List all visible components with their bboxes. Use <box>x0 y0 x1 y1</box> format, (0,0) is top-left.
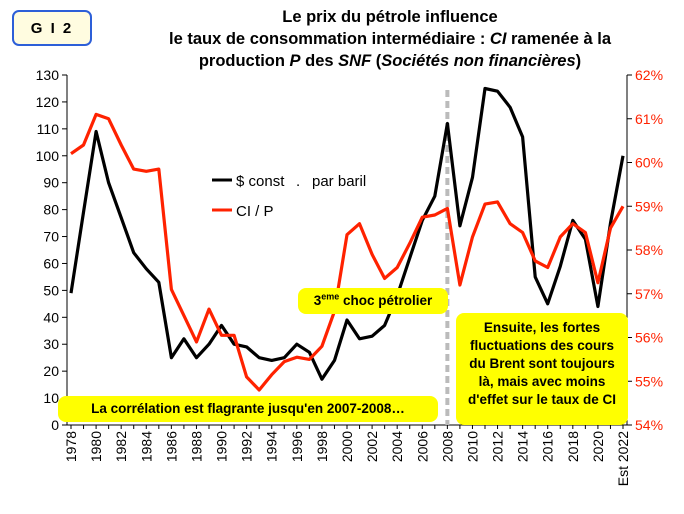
x-tick-label: 1992 <box>239 431 255 462</box>
title-line-1: Le prix du pétrole influence <box>282 8 498 26</box>
legend-label-oil-dot: . <box>296 173 300 190</box>
shock-superscript: eme <box>321 291 340 302</box>
right-tick-label: 59% <box>635 198 663 214</box>
chart-title: Le prix du pétrole influence le taux de … <box>110 6 670 72</box>
x-tick-label: 2010 <box>464 431 480 462</box>
title-p: P <box>289 52 301 70</box>
left-tick-label: 40 <box>43 309 59 325</box>
x-tick-label: 2020 <box>590 431 606 462</box>
left-tick-label: 130 <box>36 67 60 83</box>
callout-third-oil-shock: 3eme choc pétrolier <box>298 288 448 314</box>
title-line-3-b: des <box>300 52 339 70</box>
x-tick-label: 2002 <box>364 431 380 462</box>
left-tick-label: 0 <box>51 417 59 433</box>
x-tick-label: 1984 <box>138 431 154 462</box>
x-tick-label: 2014 <box>515 431 531 462</box>
x-tick-label: 2012 <box>490 431 506 462</box>
series-line-ci-p <box>70 112 625 392</box>
title-snf-expansion: Sociétés non financières <box>381 52 576 70</box>
series-line-oil-price <box>69 86 625 381</box>
x-tick-label: 1996 <box>289 431 305 462</box>
right-tick-label: 62% <box>635 67 663 83</box>
right-tick-label: 57% <box>635 286 663 302</box>
title-snf: SNF <box>338 52 372 70</box>
right-tick-label: 56% <box>635 330 663 346</box>
left-tick-label: 60 <box>43 255 59 271</box>
ensuite-line: du Brent sont toujours <box>469 356 615 371</box>
x-tick-label: Est 2022 <box>615 431 631 486</box>
x-tick-label: 2004 <box>389 431 405 462</box>
title-line-3-a: production <box>198 52 290 70</box>
title-paren-close: ) <box>575 52 582 70</box>
x-tick-label: 2006 <box>414 431 430 462</box>
shock-text: choc pétrolier <box>339 293 433 308</box>
ensuite-line: d'effet sur le taux de CI <box>468 392 616 407</box>
right-tick-label: 60% <box>635 155 663 171</box>
legend-label-oil-unit: par baril <box>312 173 366 190</box>
x-tick-label: 2008 <box>439 431 455 462</box>
x-tick-label: 1990 <box>214 431 230 462</box>
x-tick-label: 1986 <box>163 431 179 462</box>
left-tick-label: 80 <box>43 202 59 218</box>
chart-id-badge: G I 2 <box>12 10 92 46</box>
title-line-2: le taux de consommation intermédiaire : … <box>110 28 670 50</box>
left-tick-label: 50 <box>43 282 59 298</box>
title-line-2-a: le taux de consommation intermédiaire : <box>169 30 490 48</box>
title-line-3: production P des SNF (Sociétés non finan… <box>110 50 670 72</box>
x-tick-label: 2000 <box>339 431 355 462</box>
left-tick-label: 110 <box>37 121 60 137</box>
right-tick-label: 61% <box>635 111 663 127</box>
callout-correlation: La corrélation est flagrante jusqu'en 20… <box>58 396 438 422</box>
left-tick-label: 70 <box>43 229 59 245</box>
left-tick-label: 10 <box>43 390 59 406</box>
right-tick-label: 55% <box>635 373 663 389</box>
x-tick-label: 1980 <box>88 431 104 462</box>
right-tick-label: 58% <box>635 242 663 258</box>
ensuite-line: là, mais avec moins <box>478 374 606 389</box>
x-tick-label: 2016 <box>540 431 556 462</box>
x-tick-label: 1998 <box>314 431 330 462</box>
x-tick-label: 1994 <box>264 431 280 462</box>
left-tick-label: 120 <box>36 94 60 110</box>
x-tick-label: 1982 <box>113 431 129 462</box>
left-tick-label: 100 <box>36 148 60 164</box>
x-tick-label: 1988 <box>188 431 204 462</box>
title-paren-open: ( <box>371 52 382 70</box>
left-tick-label: 30 <box>43 336 59 352</box>
left-tick-label: 90 <box>43 175 59 191</box>
callout-ensuite: Ensuite, les fortes fluctuations des cou… <box>456 313 628 425</box>
shock-number: 3 <box>313 293 322 308</box>
legend-label-oil: $ const <box>236 173 285 190</box>
right-tick-label: 54% <box>635 417 663 433</box>
legend-label-ci: CI / P <box>236 203 274 220</box>
ensuite-line: Ensuite, les fortes <box>483 320 601 335</box>
ensuite-line: fluctuations des cours <box>469 338 615 353</box>
title-line-2-b: ramenée à la <box>506 30 611 48</box>
x-tick-label: 2018 <box>565 431 581 462</box>
x-tick-label: 1978 <box>63 431 79 462</box>
left-tick-label: 20 <box>43 363 59 379</box>
title-ci: CI <box>489 30 507 48</box>
